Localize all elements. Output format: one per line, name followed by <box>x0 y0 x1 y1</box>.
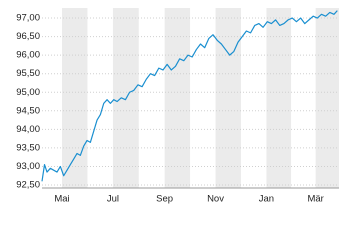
month-band <box>164 8 191 188</box>
month-band <box>266 8 292 188</box>
x-tick-label: Jul <box>107 194 119 205</box>
labels: Mai Jul Sep Nov Jan Mär 92,50 93,00 93,50 94,00 94… <box>16 13 324 205</box>
y-tick-label: 92,50 <box>16 180 40 191</box>
y-tick-label: 97,00 <box>16 13 40 24</box>
y-tick-label: 95,50 <box>16 68 40 79</box>
month-band <box>62 8 88 188</box>
grid <box>42 17 339 189</box>
month-band <box>315 8 339 188</box>
y-tick-label: 96,00 <box>16 50 40 61</box>
y-tick-label: 93,00 <box>16 161 40 172</box>
month-bands <box>62 8 339 188</box>
price-line <box>41 10 338 182</box>
x-tick-label: Mär <box>307 194 323 205</box>
lines <box>41 10 338 182</box>
x-tick-label: Jan <box>259 194 274 205</box>
month-band <box>215 8 241 188</box>
y-tick-label: 94,00 <box>16 124 40 135</box>
y-tick-label: 95,00 <box>16 87 40 98</box>
chart: Mai Jul Sep Nov Jan Mär 92,50 93,00 93,50 94,00 94… <box>16 8 339 205</box>
y-tick-label: 93,50 <box>16 142 40 153</box>
x-tick-label: Mai <box>54 194 69 205</box>
y-tick-label: 96,50 <box>16 31 40 42</box>
y-tick-label: 94,50 <box>16 105 40 116</box>
x-tick-label: Nov <box>207 194 224 205</box>
x-tick-label: Sep <box>156 194 173 205</box>
